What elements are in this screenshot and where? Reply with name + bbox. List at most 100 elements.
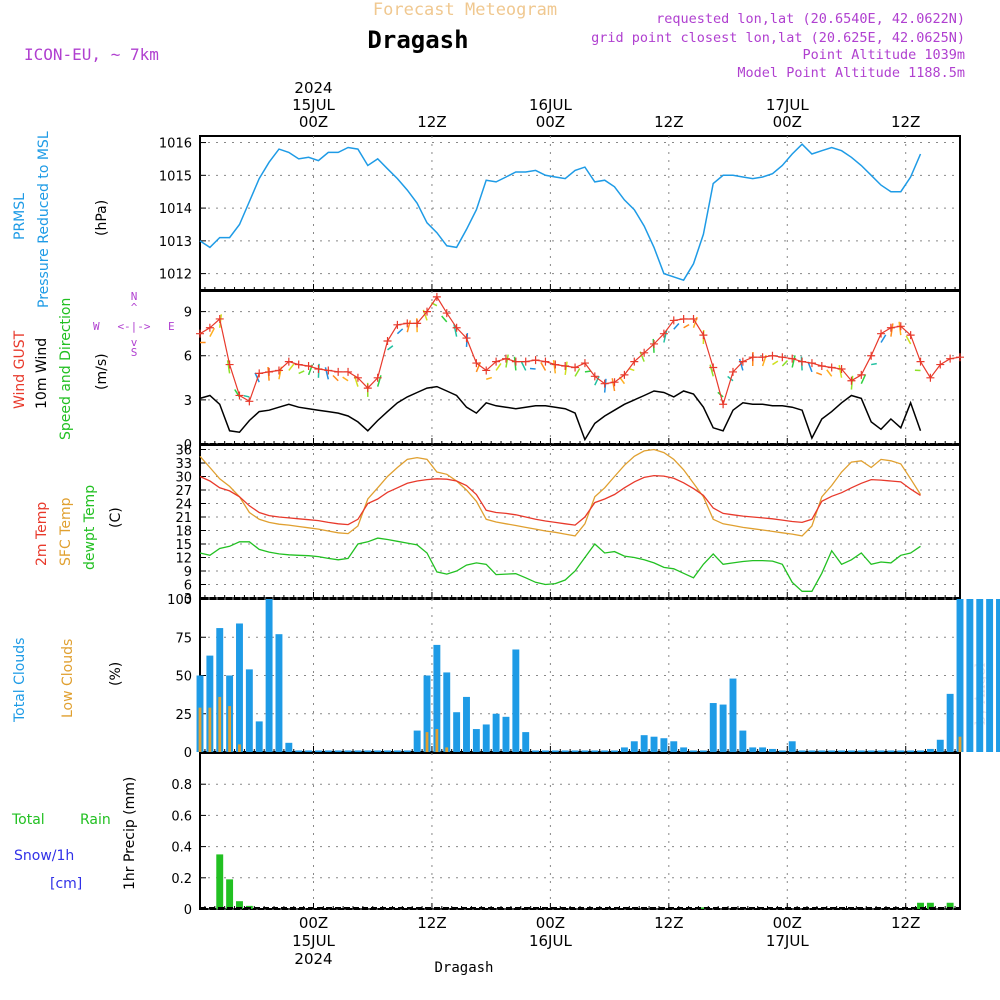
y-tick-label: 100 — [167, 593, 192, 608]
total-clouds-bar — [305, 750, 313, 752]
low-clouds-bar — [208, 707, 212, 752]
total-clouds-bar — [314, 750, 322, 752]
model-point-altitude: Model Point Altitude 1188.5m — [737, 65, 965, 81]
wind-direction-arrow — [520, 361, 527, 371]
y-tick-label: 0.2 — [171, 872, 192, 887]
pressure-unit-label: (hPa) — [94, 200, 110, 236]
total-clouds-bar — [946, 693, 954, 752]
y-tick-label: 30 — [175, 471, 192, 486]
wind-gust-marker — [492, 357, 501, 366]
wind-compass: N ^ W <-|-> E v S — [93, 290, 175, 359]
total-clouds-bar — [759, 747, 767, 752]
total-clouds-bar — [334, 750, 342, 752]
wind-gust-marker — [521, 357, 530, 366]
total-clouds-bar — [324, 750, 332, 752]
total-clouds-bar — [838, 750, 846, 752]
wind-labels: Wind GUST 10m Wind Speed and Direction (… — [12, 290, 175, 440]
point-altitude: Point Altitude 1039m — [802, 47, 965, 63]
bottom-time-label: 16JUL — [529, 932, 572, 950]
wind-gust-marker — [679, 314, 688, 323]
panel-4: 0 25 50 75 100 — [167, 593, 1000, 761]
total-clouds-bar — [857, 750, 865, 752]
prmsl-label: PRMSL — [12, 193, 28, 240]
wind-gust-marker — [906, 331, 915, 340]
total-clouds-bar — [206, 655, 214, 752]
y-tick-label: 9 — [184, 306, 192, 321]
total-clouds-bar — [571, 750, 579, 752]
low-clouds-bar — [958, 736, 962, 752]
snow-label: Snow/1h — [14, 848, 74, 864]
wind-gust-marker — [788, 354, 797, 363]
total-clouds-bar — [245, 669, 253, 752]
wind-direction-arrow — [738, 358, 744, 371]
compass-horizontal-arrow: <-|-> — [117, 320, 150, 333]
pressure-labels: PRMSL Pressure Reduced to MSL (hPa) — [12, 131, 110, 308]
total-clouds-bar — [670, 741, 678, 752]
y-tick-label: 3 — [184, 394, 192, 409]
bottom-time-label: 15JUL — [292, 932, 335, 950]
y-tick-label: 36 — [175, 444, 192, 459]
temp-2m-label: 2m Temp — [34, 502, 50, 566]
wind-gust-marker — [511, 357, 520, 366]
wind-gust-marker — [196, 329, 204, 338]
pressure-line — [199, 143, 922, 282]
wind-direction-arrow — [505, 354, 509, 368]
wind-direction-arrow — [594, 375, 600, 386]
wind-direction-arrow — [860, 374, 867, 384]
wind-direction-arrow — [564, 361, 568, 375]
wind-direction-arrow — [288, 363, 295, 371]
wind-direction-arrow — [298, 370, 305, 375]
wind-direction-arrow — [495, 363, 502, 371]
wind-gust-marker — [373, 373, 382, 382]
location-title: Dragash — [367, 26, 468, 54]
wind-direction-arrow — [584, 370, 591, 373]
total-clouds-bar — [502, 716, 510, 752]
y-tick-label: 0.8 — [171, 778, 192, 793]
wind-gust-marker — [462, 334, 471, 343]
y-tick-label: 1012 — [159, 268, 192, 283]
wind-gust-marker — [936, 360, 945, 369]
wind-gust-marker — [650, 339, 659, 348]
wind-gust-marker — [334, 367, 343, 376]
temp-labels: 2m Temp SFC Temp dewpt Temp (C) — [34, 485, 124, 570]
wind-gust-marker — [235, 391, 244, 400]
wind-direction-arrow — [574, 368, 581, 377]
total-clouds-bar — [463, 696, 470, 752]
wind-direction-arrow — [486, 376, 493, 380]
wind-gust-marker — [738, 357, 747, 366]
wind-gust-marker — [452, 323, 461, 332]
wind-direction-arrow — [772, 360, 779, 366]
cloud-unit-label: (%) — [108, 662, 124, 686]
total-clouds-bar — [393, 750, 401, 752]
wind-gust-marker — [847, 376, 856, 385]
total-rain-label-b: Rain — [80, 812, 111, 828]
total-clouds-bar — [423, 675, 431, 752]
wind-gust-label: Wind GUST — [12, 330, 28, 409]
wind-direction-arrow — [673, 323, 680, 330]
total-clouds-bar — [907, 750, 915, 752]
y-tick-label: 9 — [184, 565, 192, 580]
total-clouds-bar — [532, 750, 540, 752]
wind-gust-marker — [541, 357, 550, 366]
total-clouds-bar — [690, 750, 697, 752]
wind-gust-marker — [877, 329, 886, 338]
wind-gust-marker — [403, 319, 412, 328]
total-clouds-bar — [897, 750, 905, 752]
bottom-time-label: 00Z — [536, 914, 565, 932]
compass-down-arrow: v — [131, 336, 138, 349]
total-clouds-bar — [680, 747, 688, 752]
total-clouds-bar — [591, 750, 599, 752]
wind-gust-marker — [225, 360, 234, 369]
y-tick-label: 21 — [175, 511, 192, 526]
wind-gust-marker — [472, 359, 481, 368]
y-tick-label: 0.6 — [171, 809, 192, 824]
wind-gust-marker — [620, 370, 629, 379]
wind-gust-marker — [531, 356, 540, 365]
total-clouds-bar — [986, 599, 994, 752]
compass-e-label: E — [168, 320, 175, 333]
total-clouds-bar — [443, 672, 451, 752]
total-clouds-bar — [285, 742, 293, 752]
wind-gust-marker — [205, 323, 214, 332]
wind-gust-marker — [728, 367, 737, 376]
cloud-labels: Total Clouds Low Clouds (%) — [12, 638, 124, 723]
